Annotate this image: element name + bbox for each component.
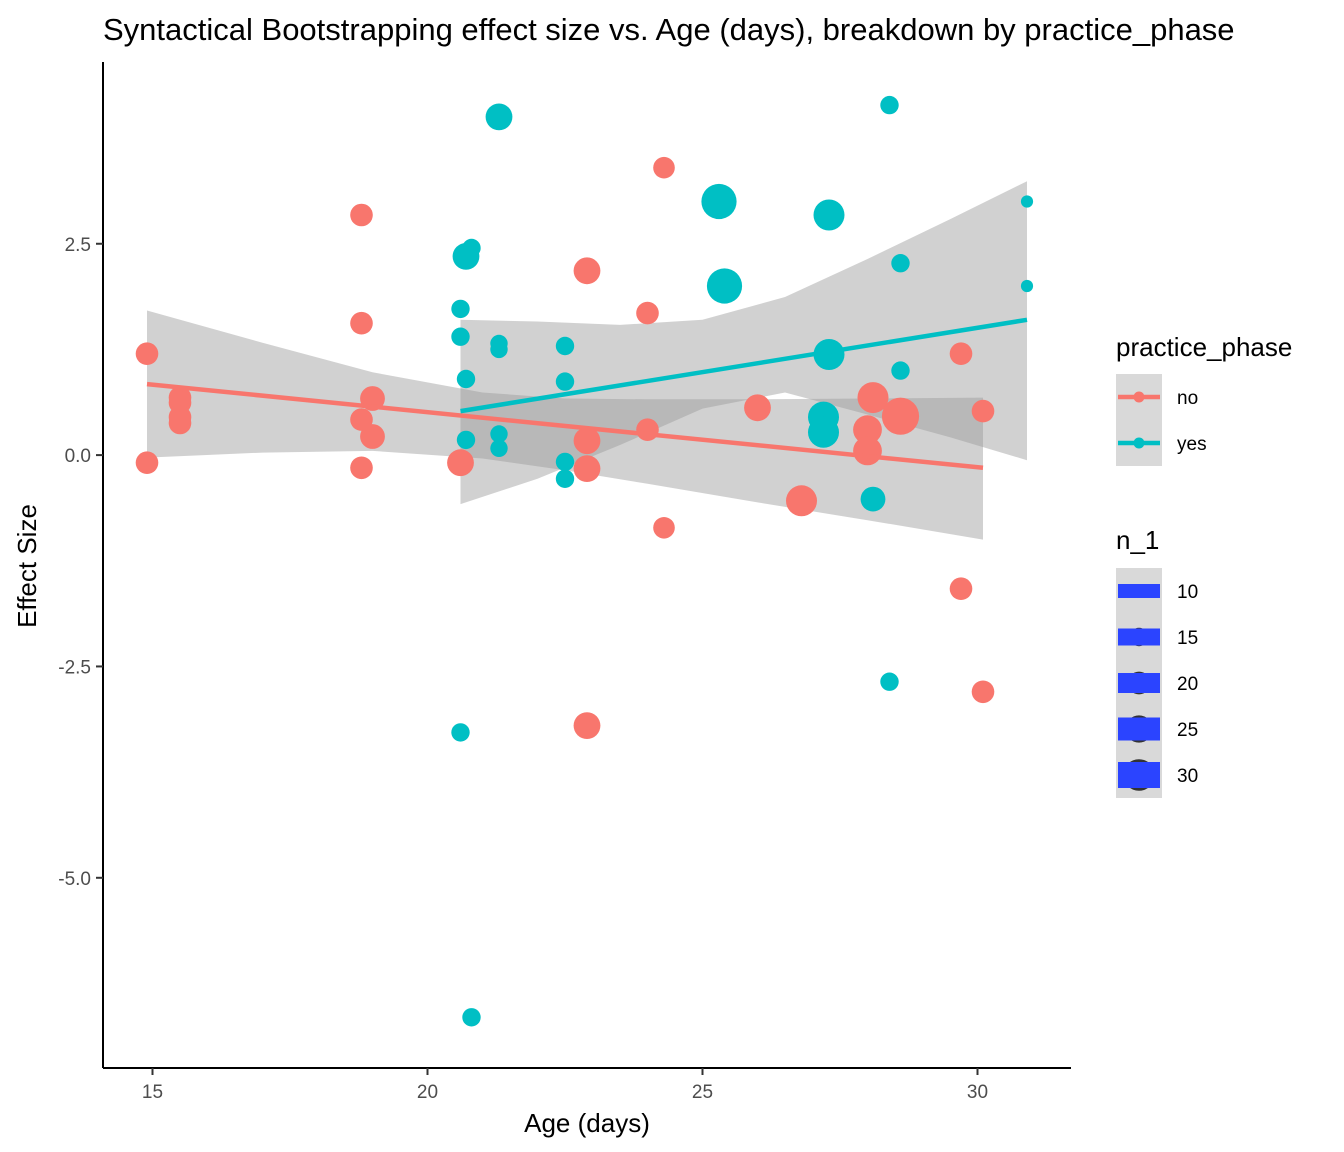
data-point-yes-29 <box>1020 279 1034 293</box>
data-point-no-26 <box>881 397 920 435</box>
trend-line-no <box>146 381 984 471</box>
data-points <box>135 95 1034 1027</box>
size-legend-label-15: 15 <box>1177 628 1198 649</box>
data-point-yes-0 <box>451 299 470 319</box>
data-point-no-1 <box>135 451 159 475</box>
data-point-yes-28 <box>1020 195 1034 208</box>
data-point-yes-15 <box>555 452 575 472</box>
data-point-yes-25 <box>880 672 899 691</box>
data-point-yes-22 <box>813 339 845 370</box>
x-tick-label: 25 <box>692 1082 713 1103</box>
data-point-yes-26 <box>891 254 910 273</box>
data-point-yes-1 <box>451 327 470 346</box>
data-point-no-23 <box>853 415 882 445</box>
color-legend: practice_phase no yes <box>1116 332 1292 466</box>
y-axis-ticks: 2.5 0.0 -2.5 -5.0 <box>58 235 103 890</box>
data-point-no-8 <box>350 408 373 431</box>
data-point-no-22 <box>786 485 817 517</box>
legend-label-yes: yes <box>1177 434 1207 455</box>
data-point-yes-23 <box>860 486 886 512</box>
data-point-no-19 <box>653 156 675 179</box>
x-axis-ticks: 15 20 25 30 <box>142 1068 988 1103</box>
data-point-no-6 <box>350 203 373 227</box>
x-tick-label: 30 <box>967 1082 988 1103</box>
data-point-no-25 <box>857 382 889 414</box>
y-tick-label: 0.0 <box>65 446 91 467</box>
data-point-yes-2 <box>451 723 470 742</box>
data-point-yes-8 <box>485 103 513 131</box>
size-legend-label-25: 25 <box>1177 720 1198 741</box>
chart-title: Syntactical Bootstrapping effect size vs… <box>103 12 1235 47</box>
data-point-yes-16 <box>555 469 575 488</box>
data-point-yes-27 <box>891 361 910 380</box>
data-point-no-15 <box>573 455 601 482</box>
data-point-no-29 <box>971 399 995 423</box>
data-point-no-11 <box>360 424 385 449</box>
data-point-yes-5 <box>456 430 476 450</box>
data-point-no-18 <box>636 418 659 442</box>
data-point-no-13 <box>573 257 601 285</box>
data-point-yes-24 <box>880 95 899 115</box>
data-point-yes-4 <box>456 369 476 389</box>
size-key-box-15 <box>1118 628 1160 646</box>
y-tick-label: 2.5 <box>65 235 91 256</box>
legend-key-dot-yes <box>1133 437 1145 449</box>
size-legend-title: n_1 <box>1116 525 1159 555</box>
color-legend-keys: no yes <box>1116 374 1207 466</box>
data-point-no-20 <box>653 517 675 539</box>
size-key-box-25 <box>1118 717 1160 741</box>
data-point-yes-7 <box>462 1008 481 1027</box>
data-point-no-12 <box>447 449 474 477</box>
data-point-yes-18 <box>706 268 743 304</box>
data-point-yes-11 <box>490 425 508 443</box>
size-legend-label-20: 20 <box>1177 674 1198 695</box>
data-point-yes-14 <box>555 372 575 391</box>
data-point-no-27 <box>949 342 973 366</box>
data-point-no-17 <box>636 301 659 325</box>
y-tick-label: -5.0 <box>58 869 91 890</box>
size-legend-label-10: 10 <box>1177 582 1198 603</box>
data-point-yes-13 <box>555 336 575 356</box>
data-point-no-21 <box>744 394 771 422</box>
data-point-no-24 <box>853 436 882 466</box>
x-tick-label: 20 <box>417 1082 438 1103</box>
legend-label-no: no <box>1177 388 1198 409</box>
size-legend-keys: 10 15 20 25 30 <box>1116 568 1198 798</box>
data-point-no-16 <box>573 712 601 739</box>
trend-lines <box>146 317 1028 471</box>
data-point-yes-17 <box>701 183 737 220</box>
data-point-no-5 <box>168 411 192 435</box>
data-point-no-7 <box>350 311 373 335</box>
data-point-no-14 <box>573 427 601 455</box>
size-legend: n_1 10 15 20 25 30 <box>1116 525 1198 798</box>
ci-band-yes <box>460 181 1027 505</box>
y-tick-label: -2.5 <box>58 657 91 678</box>
size-key-box-20 <box>1118 673 1160 693</box>
size-key-box-30 <box>1118 762 1160 788</box>
data-point-yes-12 <box>490 439 508 457</box>
size-key-box-10 <box>1118 584 1160 598</box>
x-tick-label: 15 <box>142 1082 163 1103</box>
data-point-no-0 <box>135 342 159 366</box>
data-point-yes-6 <box>462 238 481 258</box>
y-axis-title: Effect Size <box>12 504 42 628</box>
data-point-yes-10 <box>490 340 508 359</box>
plot-area <box>135 95 1034 1027</box>
trend-line-yes <box>460 317 1028 414</box>
data-point-yes-21 <box>813 199 845 231</box>
color-legend-title: practice_phase <box>1116 332 1292 362</box>
size-legend-label-30: 30 <box>1177 766 1198 787</box>
x-axis-title: Age (days) <box>524 1108 650 1138</box>
data-point-no-9 <box>350 456 373 480</box>
data-point-no-28 <box>949 577 973 600</box>
data-point-yes-20 <box>808 416 839 448</box>
data-point-no-30 <box>971 680 995 704</box>
legend-key-dot-no <box>1133 391 1145 403</box>
